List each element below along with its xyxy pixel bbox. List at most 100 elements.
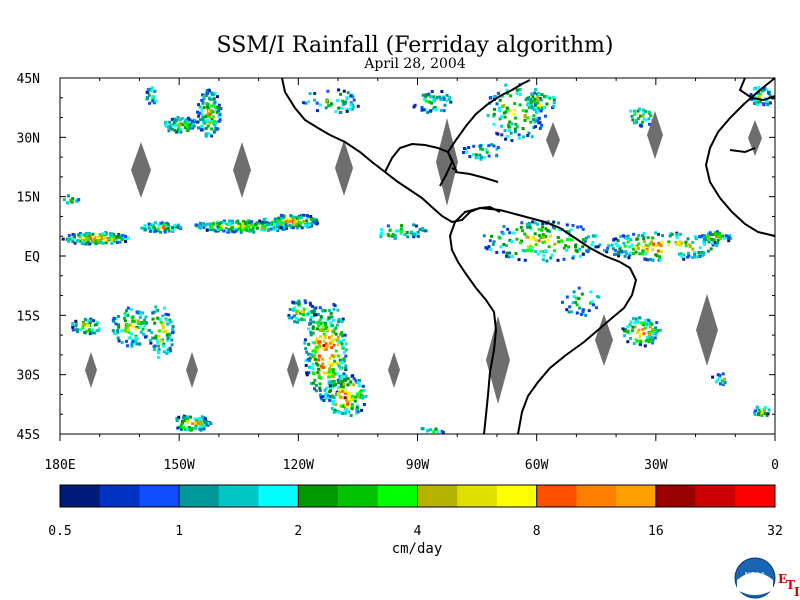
rain-pixel [649,325,652,329]
rain-pixel [86,232,90,236]
rain-pixel [346,383,350,387]
rain-pixel [448,96,452,100]
rain-pixel [207,88,211,92]
rain-pixel [199,224,203,228]
rain-pixel [326,318,330,322]
rain-pixel [150,228,154,232]
rain-pixel [200,108,204,112]
rain-pixel [321,308,324,312]
rain-pixel [482,156,486,159]
rain-pixel [637,328,641,332]
rain-pixel [340,106,344,110]
rain-pixel [83,317,87,321]
rain-pixel [354,395,358,399]
rain-pixel [80,233,84,237]
legend-tick-6: 32 [767,524,783,539]
lat-label-2: 15N [17,191,40,206]
rain-pixel [701,240,705,244]
rain-pixel [87,234,91,238]
rain-pixel [761,102,765,106]
rain-pixel [271,222,275,226]
rain-pixel [421,228,425,232]
rain-pixel [517,136,521,140]
rain-pixel [112,319,116,323]
rain-pixel [518,88,522,91]
coastline-gulf [384,142,454,187]
rain-pixel [641,249,645,253]
rain-pixel [534,250,538,253]
rain-pixel [711,233,715,237]
rain-pixel [226,230,230,234]
rain-pixel [198,105,202,109]
rain-pixel [529,120,533,124]
rain-pixel [210,226,213,230]
rain-pixel [162,330,166,334]
rain-pixel [104,241,108,245]
rain-pixel [200,112,204,116]
rain-pixel [308,301,312,305]
rain-pixel [194,421,198,425]
rain-pixel [144,321,148,325]
rain-pixel [332,379,336,383]
rain-pixel [614,242,618,246]
rain-pixel [219,221,223,225]
rain-pixel [210,92,214,96]
rain-pixel [525,97,529,100]
rain-pixel [143,318,147,322]
rain-pixel [544,95,548,98]
rain-pixel [305,350,309,354]
swath-gap-1 [233,142,251,198]
rain-pixel [96,321,99,325]
rain-pixel [507,255,511,259]
rain-pixel [602,248,606,252]
rain-pixel [302,220,306,223]
rain-pixel [592,303,595,307]
rain-pixel [249,220,253,224]
coastline-south-america [454,206,638,435]
rain-pixel [420,427,424,431]
rain-pixel [91,238,95,242]
rain-pixel [321,395,325,399]
rain-pixel [492,240,496,244]
rain-pixel [386,224,390,228]
rain-pixel [319,395,323,399]
rain-pixel [179,127,183,131]
rain-pixel [330,354,334,357]
rain-pixel [361,395,365,399]
rain-pixel [287,316,291,320]
rain-pixel [358,379,361,382]
rain-pixel [305,373,309,377]
rain-pixel [247,219,251,223]
rain-pixel [318,319,322,322]
rain-pixel [71,237,75,241]
rain-pixel [124,234,127,238]
rain-pixel [212,97,216,101]
rain-pixel [549,234,552,238]
rain-pixel [674,240,678,244]
rain-pixel [629,336,633,340]
rain-pixel [488,239,492,243]
rain-pixel [703,234,707,238]
rain-pixel [309,318,313,322]
rain-pixel [188,123,192,127]
rain-pixel [160,323,164,327]
rain-pixel [492,112,496,116]
rain-pixel [478,144,482,148]
rain-pixel [346,410,349,414]
rain-pixel [428,100,432,104]
rain-pixel [176,116,180,120]
rain-pixel [544,235,548,239]
rain-pixel [329,311,333,315]
coastline-florida [447,151,458,173]
rain-pixel [755,405,759,409]
rain-pixel [712,240,716,244]
rain-pixel [406,235,410,239]
rain-pixel [313,98,316,102]
rain-pixel [125,323,129,326]
rain-pixel [768,101,772,105]
rain-pixel [214,107,218,111]
rain-pixel [311,349,315,353]
rain-pixel [641,114,645,118]
rain-pixel [544,114,547,118]
rain-pixel [171,325,175,328]
